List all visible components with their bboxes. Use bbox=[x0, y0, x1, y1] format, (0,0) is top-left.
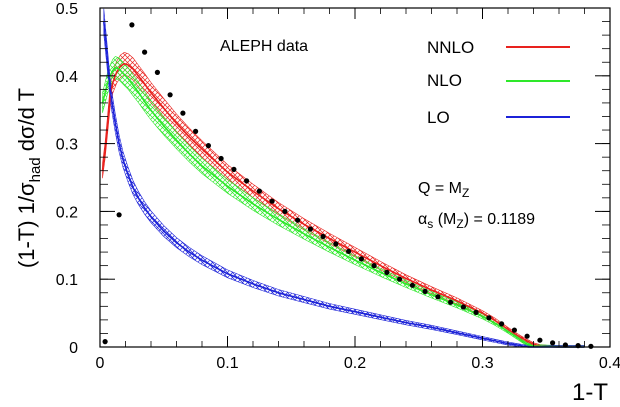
aleph-data-point bbox=[588, 343, 594, 349]
aleph-data-point bbox=[499, 321, 505, 327]
aleph-data-point bbox=[460, 304, 466, 310]
y-tick-label: 0 bbox=[69, 340, 78, 357]
aleph-data-point bbox=[102, 339, 108, 345]
series-curves bbox=[101, 21, 585, 348]
aleph-data-point bbox=[537, 337, 543, 343]
y-axis-label-sigma: σ bbox=[14, 182, 39, 196]
aleph-data-point bbox=[218, 155, 224, 162]
x-tick-label: 0.2 bbox=[344, 355, 366, 372]
y-tick-label: 0.5 bbox=[56, 1, 78, 18]
y-tick-label: 0.4 bbox=[56, 69, 78, 86]
legend-label-nlo: NLO bbox=[427, 71, 462, 90]
aleph-data-point bbox=[384, 269, 390, 275]
aleph-data-point bbox=[295, 217, 301, 223]
aleph-data-point bbox=[256, 188, 262, 194]
aleph-data-point bbox=[167, 92, 173, 98]
y-axis-label: (1-T) 1/σhad dσ/d T bbox=[14, 88, 44, 268]
aleph-data-point bbox=[320, 233, 326, 240]
aleph-data-point bbox=[371, 263, 377, 269]
band-nlo bbox=[102, 56, 585, 348]
aleph-data-point bbox=[282, 208, 288, 214]
aleph-data-point bbox=[435, 294, 441, 300]
plot-frame bbox=[99, 7, 611, 348]
alpha-value: ) = 0.1189 bbox=[464, 211, 535, 228]
alpha-rest: (M bbox=[433, 211, 456, 228]
alpha-symbol: α bbox=[418, 211, 427, 228]
aleph-data-point bbox=[244, 178, 250, 184]
x-tick-label: 0.4 bbox=[599, 355, 620, 372]
aleph-data-point bbox=[550, 340, 556, 346]
uncertainty-bands bbox=[102, 8, 585, 348]
aleph-data-point bbox=[346, 248, 352, 254]
y-axis-label-suffix: dσ/d T bbox=[14, 88, 39, 157]
axis-ticks: 0 0.1 0.2 0.3 0.4 0 0.1 0.2 0.3 0.4 0.5 bbox=[56, 1, 620, 372]
legend: NNLO NLO LO bbox=[427, 38, 570, 127]
x-axis-label: 1-T bbox=[572, 379, 608, 406]
aleph-data-point bbox=[269, 198, 275, 204]
legend-label-lo: LO bbox=[427, 108, 450, 127]
aleph-data-point bbox=[448, 299, 454, 305]
aleph-data-point bbox=[333, 241, 339, 247]
data-points bbox=[102, 22, 594, 349]
x-tick-label: 0.3 bbox=[471, 355, 493, 372]
curve-nnlo bbox=[101, 62, 585, 348]
y-tick-label: 0.2 bbox=[56, 204, 78, 221]
aleph-data-point bbox=[129, 22, 135, 28]
q-annotation-sub: Z bbox=[462, 186, 469, 200]
aleph-data-point bbox=[142, 49, 148, 55]
aleph-data-point bbox=[562, 342, 569, 348]
aleph-data-point bbox=[358, 256, 364, 262]
x-tick-label: 0 bbox=[96, 355, 105, 372]
alpha-rest-subscript: Z bbox=[456, 217, 463, 231]
x-tick-label: 0.1 bbox=[216, 355, 238, 372]
curve-lo bbox=[103, 21, 585, 348]
y-axis-label-subscript: had bbox=[27, 157, 44, 182]
y-axis-label-prefix: (1-T) 1/ bbox=[14, 195, 39, 268]
aleph-data-label: ALEPH data bbox=[220, 38, 308, 55]
aleph-data-point bbox=[473, 309, 479, 315]
aleph-data-point bbox=[193, 128, 199, 134]
aleph-data-point bbox=[205, 143, 211, 149]
alpha-annotation: αs (MZ) = 0.1189 bbox=[418, 211, 535, 231]
q-annotation: Q = MZ bbox=[418, 180, 469, 200]
aleph-data-point bbox=[231, 166, 237, 172]
alpha-subscript: s bbox=[427, 217, 433, 231]
aleph-data-point bbox=[180, 110, 186, 116]
aleph-data-point bbox=[486, 315, 492, 321]
aleph-data-point bbox=[409, 282, 415, 288]
curve-nlo bbox=[101, 66, 585, 348]
aleph-data-point bbox=[154, 69, 160, 75]
legend-label-nnlo: NNLO bbox=[427, 38, 474, 57]
band-nnlo bbox=[102, 51, 585, 348]
aleph-data-point bbox=[511, 327, 517, 333]
aleph-data-point bbox=[116, 212, 122, 218]
y-tick-label: 0.1 bbox=[56, 272, 78, 289]
y-tick-label: 0.3 bbox=[56, 137, 78, 154]
aleph-data-point bbox=[397, 276, 403, 282]
q-annotation-main: Q = M bbox=[418, 180, 462, 197]
band-lo bbox=[103, 8, 585, 348]
aleph-data-point bbox=[524, 333, 530, 339]
aleph-data-point bbox=[422, 288, 428, 294]
aleph-data-point bbox=[307, 226, 313, 232]
